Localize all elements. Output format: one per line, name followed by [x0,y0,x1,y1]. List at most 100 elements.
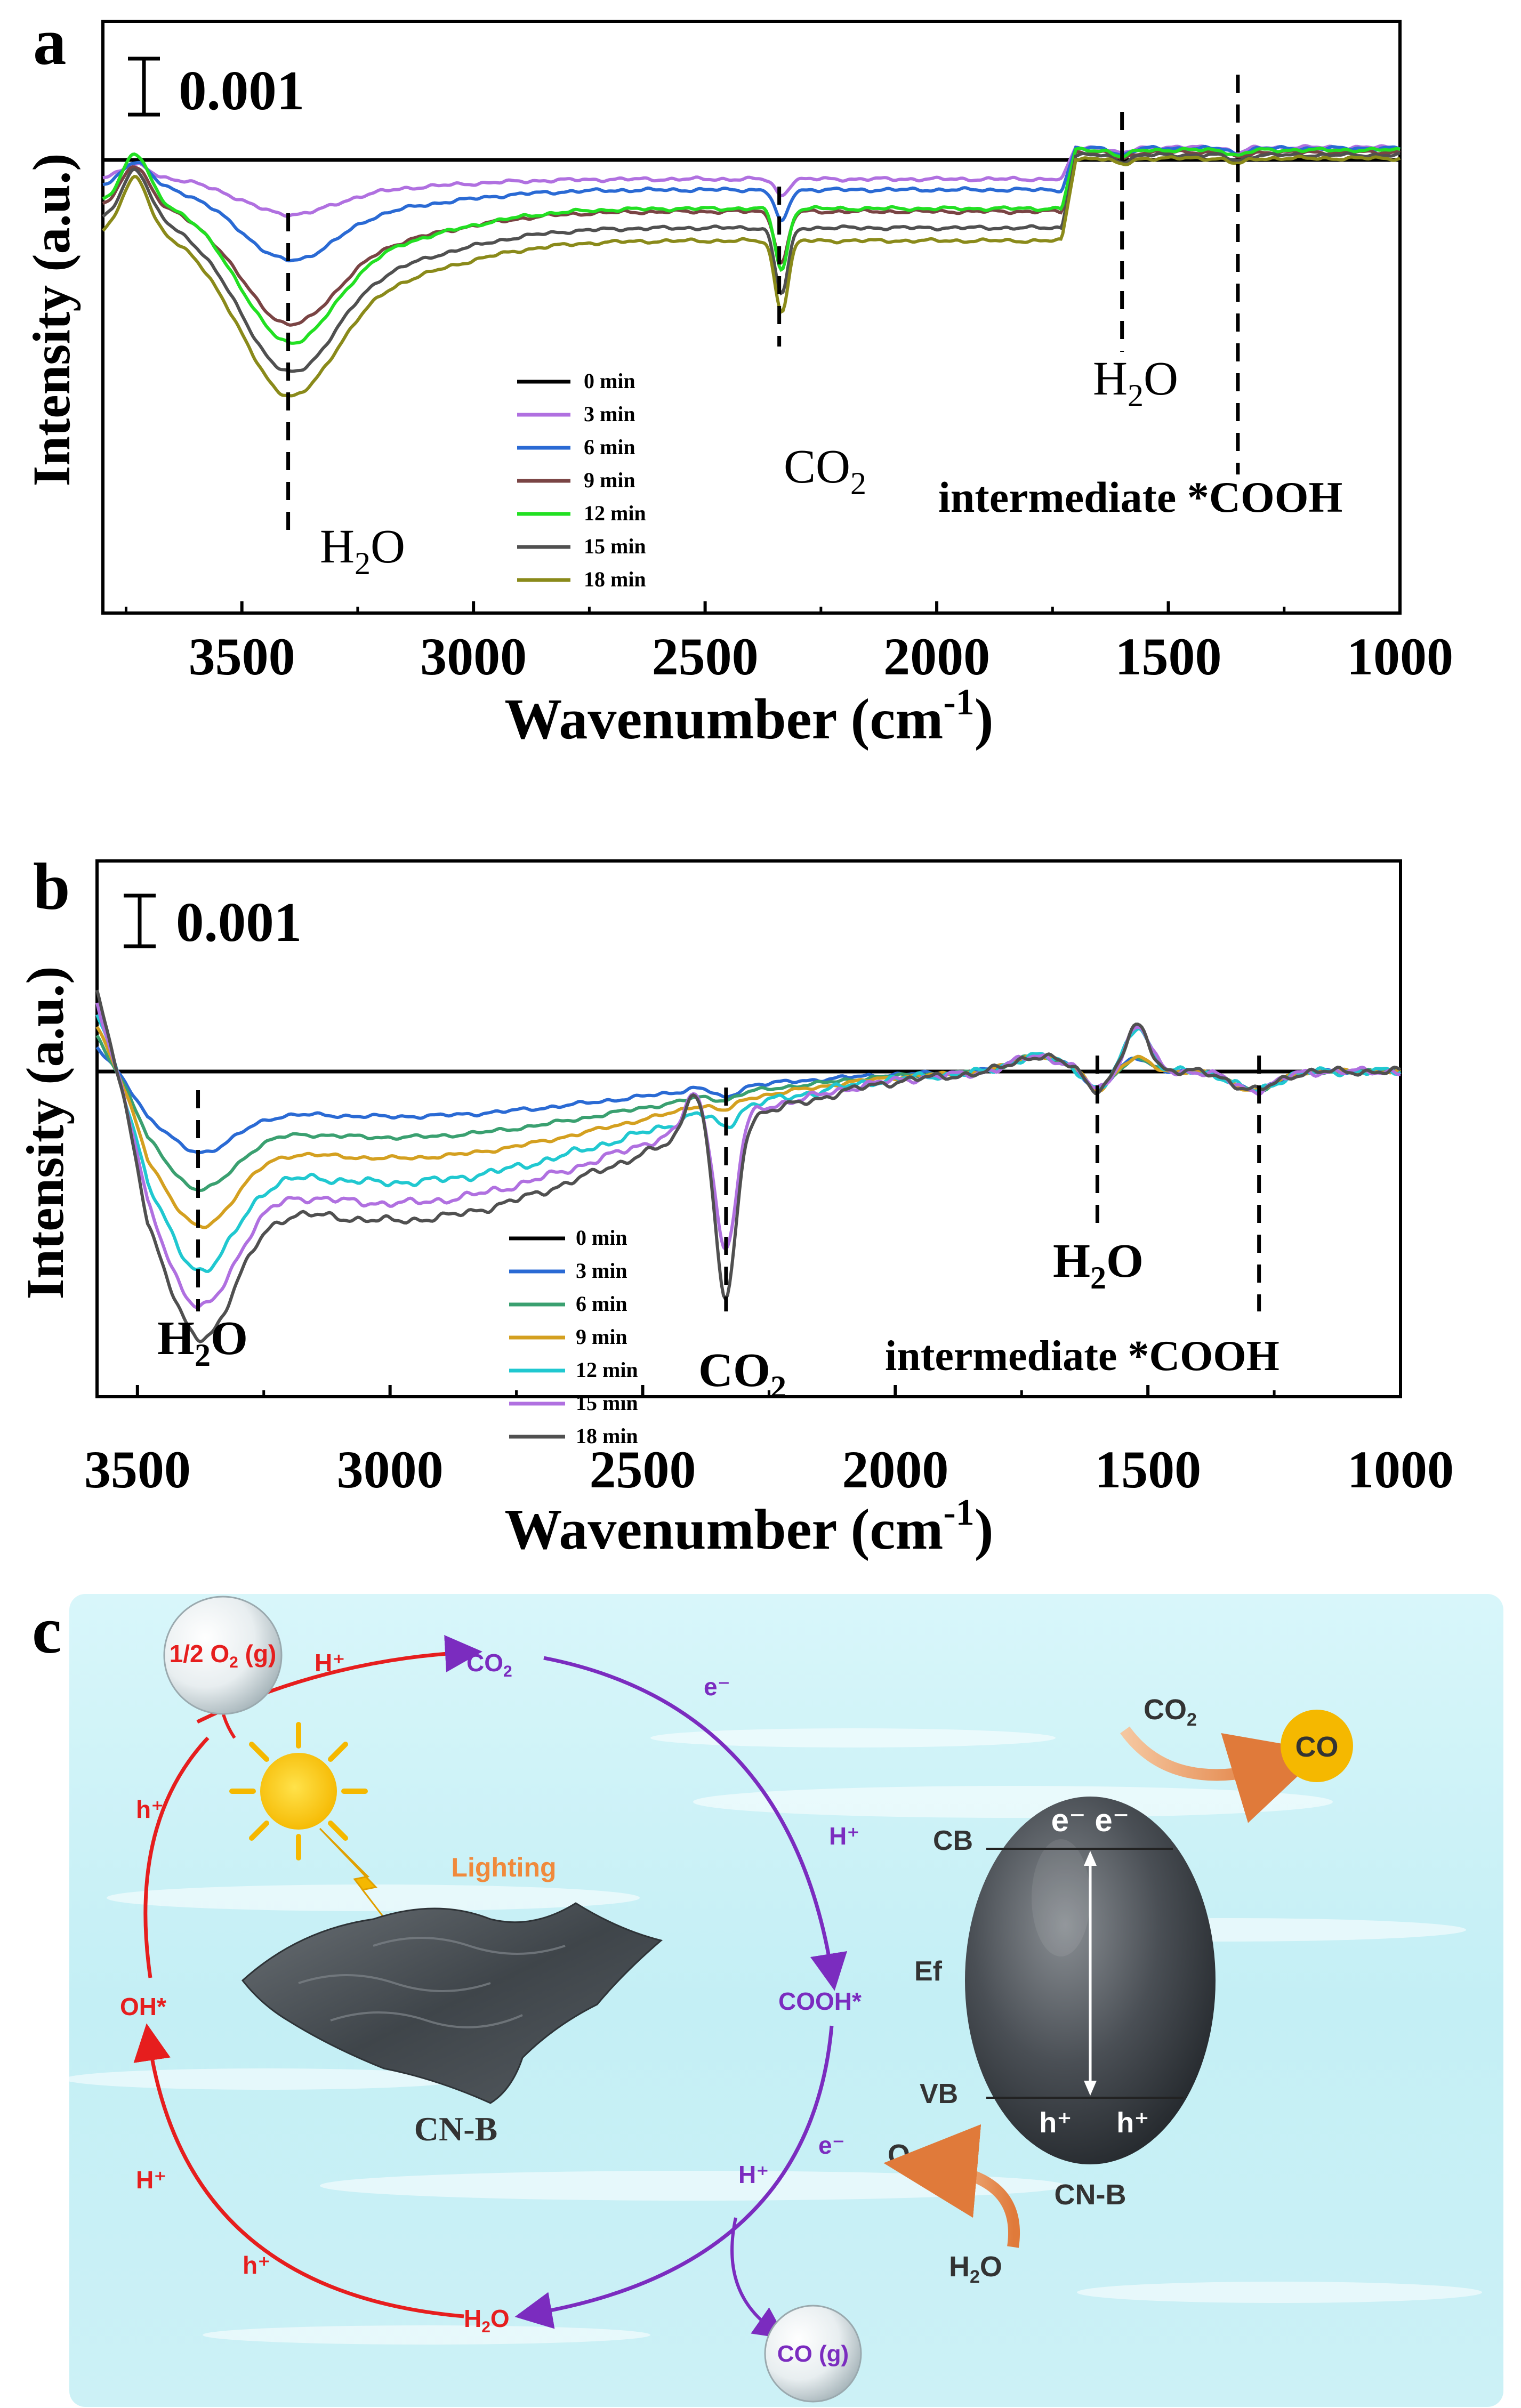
panel-c-letter: c [32,1594,61,1668]
legend-a-label-1: 3 min [584,402,635,426]
label-h2o-cycle: H2O [464,2305,510,2336]
plot-a-x-label-sup: -1 [943,682,974,723]
scale-bar-b: 0.001 [124,891,302,953]
plot-b-y-label: Intensity (a.u.) [15,966,75,1299]
plot-b-peak-markers [196,1056,1261,1311]
x-tick-label-b-3500: 3500 [84,1440,191,1499]
label-h-hole-bottom: h⁺ [243,2251,270,2279]
label-h-plus-left: H⁺ [136,2166,167,2194]
co-bubble [764,2305,862,2403]
annotation-b-0: H2O [157,1312,248,1373]
x-tick-label-a-1500: 1500 [1115,627,1222,686]
cycle-arc-right-lower [514,2025,834,2329]
label-e-minus-1: e⁻ [704,1673,730,1701]
cycle-arc-left [143,1736,210,1978]
plot-a-x-ticks: 3500 3000 2500 2000 1500 1000 [124,601,1453,686]
plot-b-x-label-sup: -1 [943,1492,974,1533]
annotation-b-2: H2O [1053,1235,1144,1295]
label-h-plus-top: H⁺ [315,1649,345,1677]
legend-a-label-4: 12 min [584,501,646,525]
panel-a-letter: a [33,5,67,79]
plot-b-x-label: Wavenumber (cm-1) [504,1492,993,1561]
plot-a-y-label: Intensity (a.u.) [22,153,81,486]
plot-a-curves [101,144,1401,398]
panel-b-letter: b [33,850,70,924]
x-tick-label-a-3500: 3500 [189,627,295,686]
label-oh: OH* [120,1993,166,2020]
cn-b-sheet-waves [298,1937,566,2028]
series-b-15-min [95,1002,1401,1309]
legend-b-label-6: 18 min [576,1424,638,1448]
plot-b-x-ticks: 3500 3000 2500 2000 1500 1000 [84,1385,1454,1499]
electrons-label: e⁻ e⁻ [1051,1802,1130,1838]
plot-b-curves [95,989,1402,1343]
band-gap-arrowhead-top [1084,1851,1097,1866]
x-tick-label-b-3000: 3000 [337,1440,444,1499]
label-e-minus-2: e⁻ [818,2131,845,2159]
cb-label: CB [933,1825,973,1856]
holes-right-label: h⁺ [1116,2107,1149,2139]
legend-a-label-2: 6 min [584,435,635,459]
plot-b-x-label-end: ) [975,1498,994,1561]
cycle-arc-bottom [133,2023,464,2318]
cn-b-sheet-label: CN-B [414,2110,497,2148]
o2-bubble [163,1596,283,1715]
panel-b: b 0.001 3500 3000 2500 2000 1500 1000 H2OCO2H… [15,850,1454,1561]
series-a-15-min [102,151,1401,373]
holes-left-label: h⁺ [1039,2107,1072,2139]
legend-a-label-5: 15 min [584,534,646,558]
label-cooh: COOH* [778,1987,862,2015]
co-bubble-label: CO (g) [777,2341,849,2367]
legend-b-label-5: 15 min [576,1391,638,1415]
plot-a-frame [101,20,1402,615]
band-co2-label: CO2 [1144,1694,1197,1730]
legend-a-label-6: 18 min [584,567,646,591]
legend-b-label-1: 3 min [576,1259,627,1283]
scale-bar-a-label: 0.001 [179,59,304,122]
co-release-arrow [730,2217,786,2339]
label-co2: CO2 [466,1649,512,1680]
legend-b-label-2: 6 min [576,1292,627,1316]
particle-label: CN-B [1055,2179,1126,2211]
scale-bar-a: 0.001 [128,57,304,122]
co-product-circle [1281,1710,1353,1782]
series-a-18-min [101,155,1401,398]
band-h2o-label: H2O [949,2251,1002,2287]
annotation-a-3: intermediate *COOH [938,473,1342,521]
h2o-to-o2-arrow [883,2124,1020,2248]
plot-a-x-label-main: Wavenumber (cm [504,688,943,751]
co2-to-co-arrow [1120,1726,1325,1823]
annotation-a-2: H2O [1093,352,1178,413]
legend-a-label-0: 0 min [584,369,635,393]
o2-bubble-label: 1/2 O2 (g) [170,1640,277,1671]
label-h-hole-left: h⁺ [136,1795,164,1823]
plot-a-peak-markers [286,75,1240,533]
x-tick-label-b-2500: 2500 [589,1440,696,1499]
annotation-b-3: intermediate *COOH [885,1333,1279,1380]
series-a-9-min [102,149,1401,327]
plot-a-annotations: H2O CO2 H2O intermediate *COOH [320,352,1342,581]
series-a-6-min [102,144,1401,263]
ef-label: Ef [914,1956,943,1987]
x-tick-label-a-1000: 1000 [1347,627,1453,686]
annotation-a-1: CO2 [784,440,866,501]
sun-icon [229,1722,368,1861]
lighting-label: Lighting [451,1853,556,1882]
plot-a-legend: 0 min 3 min 6 min 9 min 12 min 15 min 18 min [517,369,646,591]
legend-b-label-0: 0 min [576,1226,627,1250]
plot-b-frame [95,859,1402,1398]
scale-bar-b-label: 0.001 [176,891,302,953]
series-a-12-min [102,146,1401,345]
x-tick-label-b-2000: 2000 [842,1440,948,1499]
label-h-plus-right2: H⁺ [738,2161,769,2188]
label-h-plus-right: H⁺ [829,1822,860,1850]
series-b-18-min [95,989,1402,1343]
particle-highlight [1032,1839,1090,1956]
plot-b-legend: 0 min 3 min 6 min 9 min 12 min 15 min 18 min [509,1226,638,1448]
annotation-b-1: CO2 [698,1344,786,1405]
legend-b-label-3: 9 min [576,1325,627,1349]
annotation-a-0: H2O [320,520,405,581]
cn-b-sheet [241,1902,663,2104]
panel-c: c 1/2 O2 (g) H⁺ CO2 e⁻ H⁺ COOH* [32,1594,1503,2407]
